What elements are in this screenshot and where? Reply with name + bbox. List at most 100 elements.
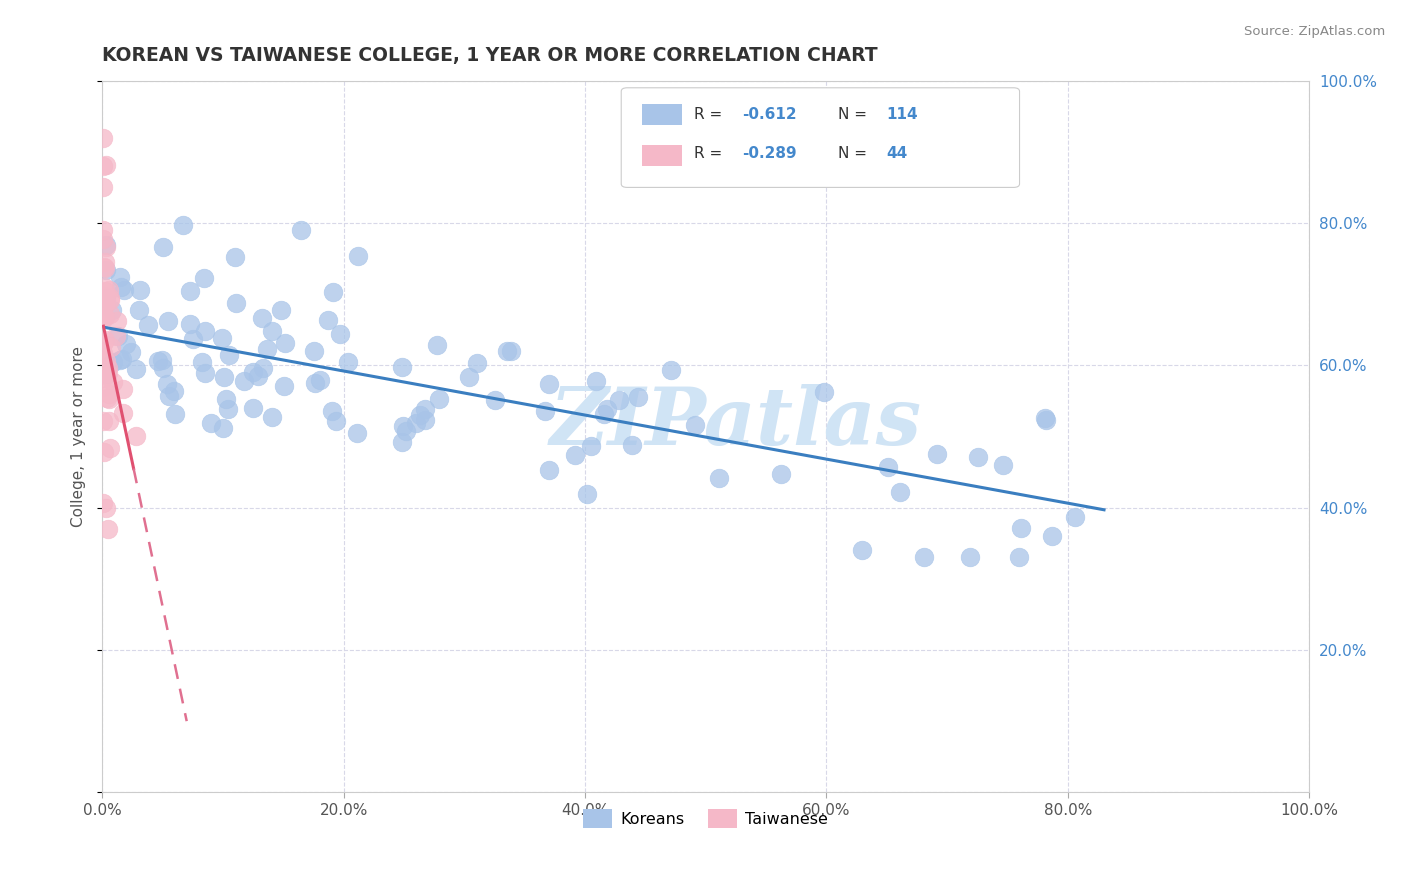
Point (304, 376, 326, 391)
Point (98, 292, 121, 306)
Point (112, 382, 135, 396)
FancyBboxPatch shape (641, 145, 682, 166)
Point (165, 407, 187, 421)
Text: N =: N = (838, 146, 872, 161)
Point (959, 550, 981, 565)
Point (260, 325, 283, 339)
Point (93, 379, 115, 393)
Point (91, 232, 114, 246)
Point (215, 392, 238, 407)
Point (108, 353, 131, 368)
Point (91, 223, 114, 237)
Point (413, 402, 436, 417)
Point (93, 337, 115, 351)
Point (851, 543, 873, 558)
Point (217, 401, 239, 416)
Point (242, 401, 264, 416)
Point (273, 379, 295, 393)
Point (484, 393, 506, 408)
Point (93, 130, 115, 145)
Point (91, 414, 114, 428)
Point (621, 438, 644, 452)
Point (246, 369, 269, 384)
Point (889, 484, 911, 499)
Point (966, 450, 988, 464)
Point (98, 293, 121, 307)
Point (91, 289, 114, 303)
Point (111, 352, 134, 367)
Point (225, 295, 247, 310)
Point (101, 302, 124, 317)
Point (575, 486, 598, 500)
Point (194, 366, 217, 380)
Point (110, 280, 132, 294)
Point (273, 336, 295, 351)
Point (1007, 550, 1029, 565)
Point (115, 337, 138, 351)
Point (499, 344, 522, 359)
Point (93, 333, 115, 347)
Point (94, 295, 117, 310)
Point (1010, 521, 1032, 535)
FancyBboxPatch shape (621, 87, 1019, 187)
Point (465, 355, 488, 369)
Point (912, 550, 935, 565)
Point (129, 283, 152, 297)
Point (496, 344, 519, 359)
Point (156, 377, 179, 392)
Point (91, 308, 114, 322)
Point (607, 393, 630, 408)
Point (391, 434, 413, 449)
Point (110, 269, 132, 284)
Point (94, 254, 117, 268)
Point (329, 327, 352, 342)
Point (96, 367, 118, 381)
Point (200, 416, 222, 430)
Point (125, 429, 148, 443)
Point (93, 159, 115, 173)
Point (152, 361, 174, 376)
Point (534, 404, 557, 418)
Point (429, 392, 451, 406)
Point (322, 285, 344, 300)
Point (212, 421, 235, 435)
Point (395, 424, 418, 438)
Text: Source: ZipAtlas.com: Source: ZipAtlas.com (1244, 25, 1385, 38)
Point (96, 361, 118, 376)
Point (103, 376, 125, 390)
Point (157, 389, 180, 403)
Point (564, 448, 586, 462)
Point (94, 238, 117, 252)
Point (181, 332, 204, 346)
Point (100, 441, 122, 455)
Point (98, 386, 121, 401)
Point (194, 324, 217, 338)
Point (163, 384, 186, 398)
Point (1064, 510, 1087, 524)
Point (136, 318, 159, 332)
Point (457, 370, 479, 384)
Point (538, 462, 561, 476)
Point (218, 348, 240, 362)
Point (409, 409, 432, 423)
Point (1040, 529, 1063, 543)
Point (94, 240, 117, 254)
Point (685, 417, 707, 432)
Point (211, 331, 233, 345)
Point (232, 374, 254, 388)
Point (98, 283, 121, 297)
Point (769, 467, 792, 481)
Point (91, 496, 114, 510)
Point (993, 458, 1015, 473)
Point (94, 260, 117, 275)
Point (93, 260, 115, 275)
Point (325, 414, 347, 428)
Point (120, 345, 142, 359)
Legend: Koreans, Taiwanese: Koreans, Taiwanese (576, 803, 834, 834)
Text: ZIPatlas: ZIPatlas (550, 384, 922, 461)
Point (336, 355, 359, 369)
Point (104, 329, 127, 343)
Point (1033, 411, 1056, 425)
Point (152, 240, 174, 254)
Point (593, 407, 616, 421)
